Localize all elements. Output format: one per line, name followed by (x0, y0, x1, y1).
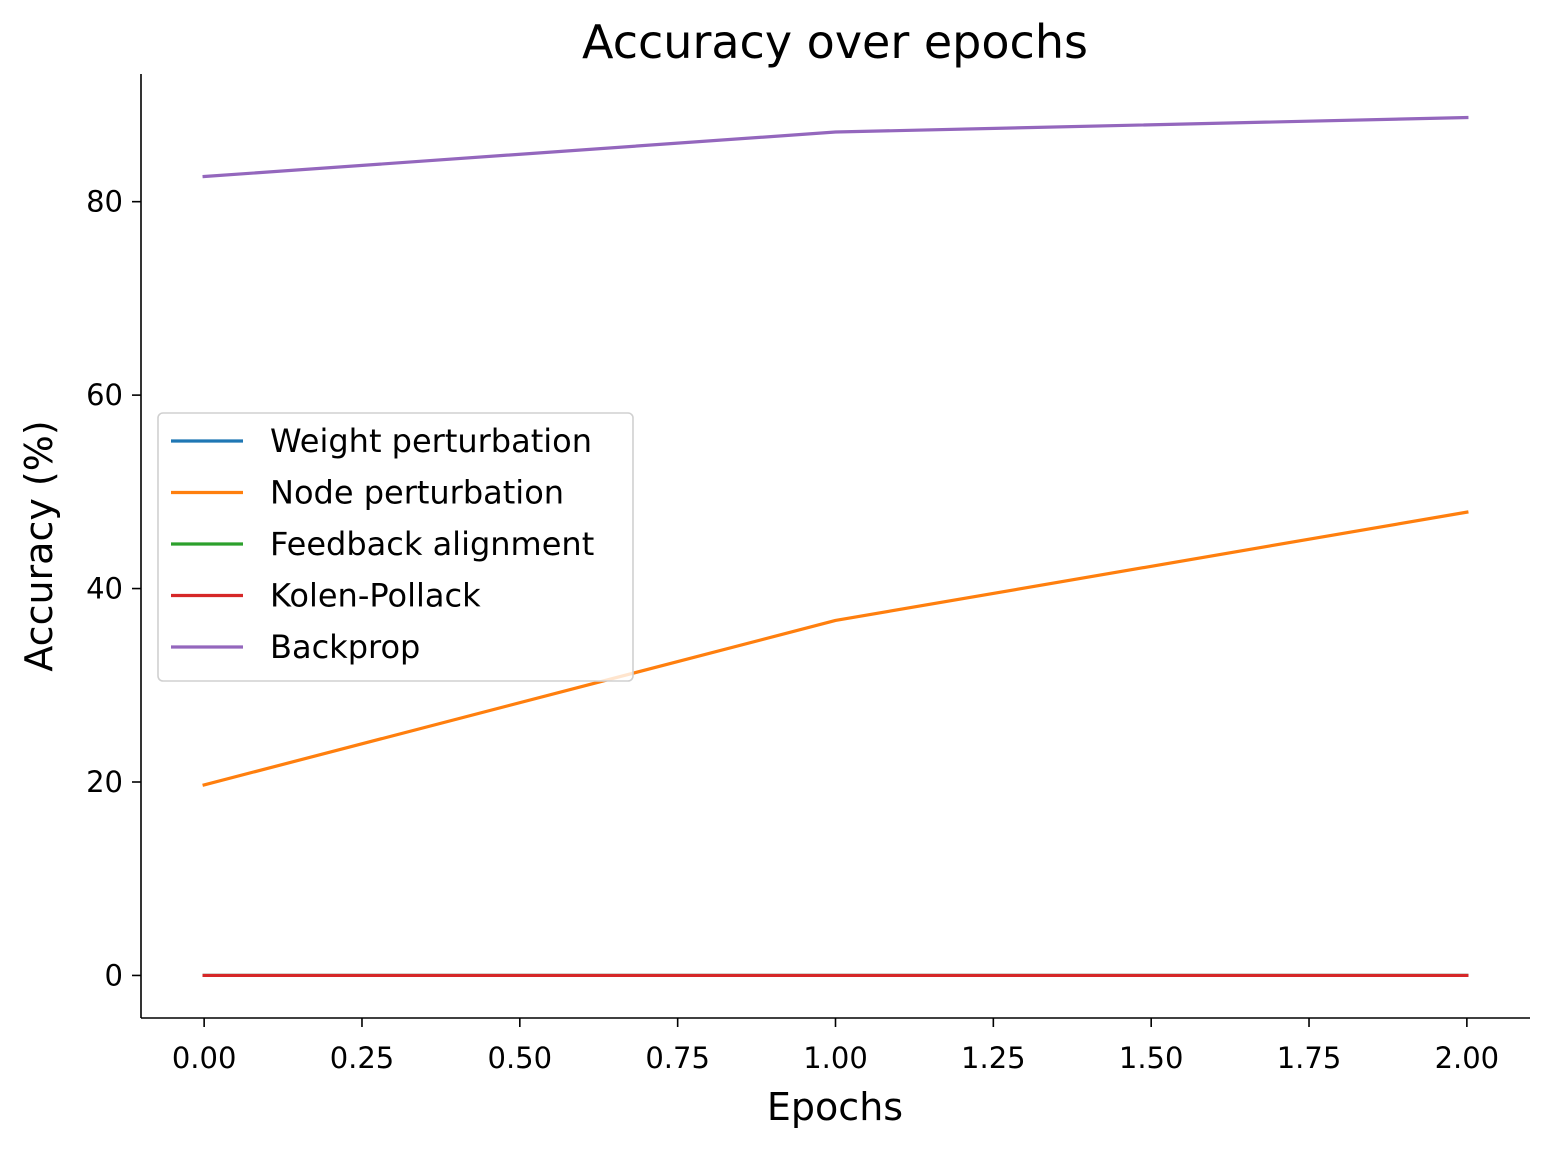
chart-title: Accuracy over epochs (582, 15, 1088, 69)
legend-entries: Weight perturbation Node perturbation Feed… (171, 422, 594, 666)
legend-label-1: Node perturbation (270, 474, 564, 512)
series-layer (202, 115, 1469, 978)
x-tick-label: 0.50 (488, 1041, 553, 1075)
x-tick-label: 1.75 (1277, 1041, 1342, 1075)
y-tick-label: 80 (86, 185, 123, 219)
x-tick-label: 0.25 (330, 1041, 395, 1075)
series-line-1 (202, 510, 1469, 787)
legend-label-2: Feedback alignment (270, 525, 594, 563)
y-tick-label: 20 (86, 765, 123, 799)
x-tick-label: 1.25 (961, 1041, 1026, 1075)
x-axis-title: Epochs (767, 1085, 903, 1129)
legend-label-3: Kolen-Pollack (270, 577, 481, 615)
legend-box (157, 412, 634, 682)
x-tick-label: 0.75 (645, 1041, 710, 1075)
legend: Weight perturbation Node perturbation Feed… (157, 412, 634, 682)
legend-label-0: Weight perturbation (270, 422, 592, 460)
series-line-4 (202, 115, 1469, 179)
x-tick-label: 1.00 (803, 1041, 868, 1075)
y-tick-label: 60 (86, 378, 123, 412)
y-ticks: 0 20 40 60 80 (86, 185, 141, 992)
x-tick-label: 1.50 (1119, 1041, 1184, 1075)
y-axis-title: Accuracy (%) (17, 420, 61, 671)
x-tick-label: 0.00 (172, 1041, 237, 1075)
x-ticks: 0.00 0.25 0.50 0.75 1.00 1.25 1.50 1.75 2.00 (172, 1018, 1499, 1075)
y-tick-label: 0 (105, 958, 123, 992)
y-tick-label: 40 (86, 572, 123, 606)
x-tick-label: 2.00 (1435, 1041, 1500, 1075)
legend-label-4: Backprop (270, 628, 420, 666)
